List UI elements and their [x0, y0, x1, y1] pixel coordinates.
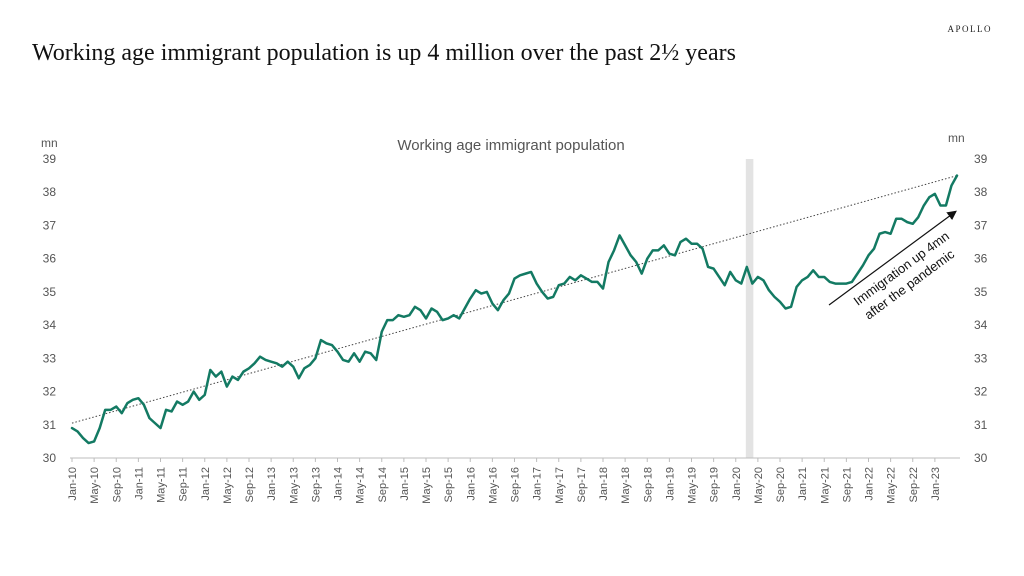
series-line — [70, 174, 959, 445]
y-tick-left: 30 — [43, 451, 57, 465]
y-tick-right: 37 — [974, 218, 988, 232]
x-tick-label: May-19 — [687, 467, 699, 504]
page-title: Working age immigrant population is up 4… — [32, 40, 736, 66]
x-tick-label: Sep-16 — [510, 467, 522, 502]
x-tick-label: Jan-22 — [864, 467, 876, 501]
y-tick-right: 34 — [974, 318, 988, 332]
y-tick-left: 32 — [43, 385, 57, 399]
x-tick-label: May-14 — [355, 467, 367, 504]
x-tick-label: Jan-23 — [930, 467, 942, 501]
x-tick-label: May-16 — [487, 467, 499, 504]
y-tick-left: 36 — [43, 252, 57, 266]
y-tick-left: 39 — [43, 152, 57, 166]
x-tick-label: Sep-18 — [642, 467, 654, 502]
left-axis-unit: mn — [41, 136, 58, 150]
y-tick-left: 31 — [43, 418, 57, 432]
y-tick-right: 32 — [974, 385, 988, 399]
brand-logo: APOLLO — [947, 24, 992, 34]
x-tick-label: Jan-20 — [731, 467, 743, 501]
x-tick-label: Jan-13 — [266, 467, 278, 501]
right-axis-unit: mn — [948, 131, 965, 145]
x-tick-label: Jan-21 — [797, 467, 809, 501]
x-tick-label: May-13 — [288, 467, 300, 504]
x-tick-label: Sep-21 — [841, 467, 853, 502]
y-tick-right: 35 — [974, 285, 988, 299]
x-tick-label: Sep-14 — [377, 467, 389, 502]
x-tick-label: May-22 — [886, 467, 898, 504]
y-tick-left: 35 — [43, 285, 57, 299]
x-tick-label: Jan-19 — [664, 467, 676, 501]
x-tick-label: May-10 — [89, 467, 101, 504]
x-tick-label: Jan-10 — [67, 467, 79, 501]
x-tick-label: Jan-15 — [399, 467, 411, 501]
trend-line — [71, 175, 958, 424]
y-tick-right: 30 — [974, 451, 988, 465]
x-tick-label: May-18 — [620, 467, 632, 504]
y-tick-right: 38 — [974, 185, 988, 199]
chart-title: Working age immigrant population — [397, 137, 624, 154]
x-tick-label: Jan-12 — [200, 467, 212, 501]
pandemic-shade — [745, 159, 754, 458]
x-tick-label: Sep-10 — [111, 467, 123, 502]
y-tick-left: 37 — [43, 218, 57, 232]
y-tick-right: 36 — [974, 252, 988, 266]
x-tick-label: Sep-20 — [775, 467, 787, 502]
x-tick-label: May-15 — [421, 467, 433, 504]
x-tick-label: May-21 — [819, 467, 831, 504]
x-tick-label: Sep-15 — [443, 467, 455, 502]
x-tick-label: May-17 — [554, 467, 566, 504]
annotation-arrow — [828, 210, 957, 306]
x-tick-label: Jan-14 — [333, 467, 345, 501]
x-tick-label: Jan-17 — [532, 467, 544, 501]
x-tick-label: Sep-17 — [576, 467, 588, 502]
x-tick-label: May-11 — [156, 467, 168, 503]
x-tick-label: May-20 — [753, 467, 765, 504]
x-tick-label: Sep-19 — [709, 467, 721, 502]
x-tick-label: Jan-11 — [133, 467, 145, 500]
x-tick-label: Jan-18 — [598, 467, 610, 501]
y-tick-left: 34 — [43, 318, 57, 332]
x-tick-label: Sep-12 — [244, 467, 256, 502]
y-tick-left: 38 — [43, 185, 57, 199]
y-tick-right: 31 — [974, 418, 988, 432]
x-tick-label: Jan-16 — [465, 467, 477, 501]
x-tick-label: Sep-13 — [310, 467, 322, 502]
y-tick-right: 39 — [974, 152, 988, 166]
x-tick-label: May-12 — [222, 467, 234, 504]
y-tick-right: 33 — [974, 351, 988, 365]
x-tick-label: Sep-22 — [908, 467, 920, 502]
x-tick-label: Sep-11 — [178, 467, 190, 502]
y-tick-left: 33 — [43, 351, 57, 365]
